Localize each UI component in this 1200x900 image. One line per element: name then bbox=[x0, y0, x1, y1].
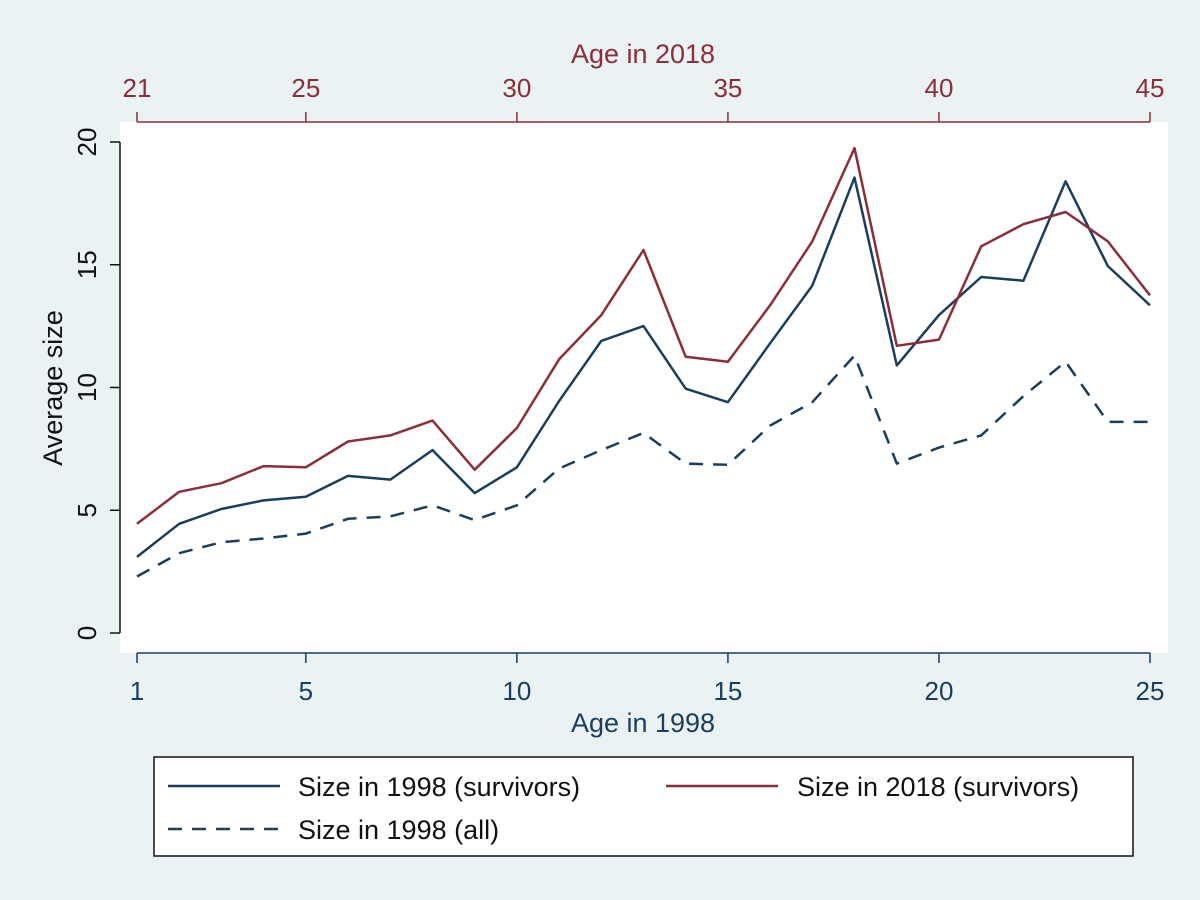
x2-tick-label: 25 bbox=[291, 73, 320, 103]
legend-label-1998-all: Size in 1998 (all) bbox=[298, 815, 499, 845]
x2-tick-label: 30 bbox=[502, 73, 531, 103]
x2-tick-label: 35 bbox=[713, 73, 742, 103]
y-axis-title: Average size bbox=[38, 310, 68, 466]
x-tick-label: 15 bbox=[713, 676, 742, 706]
y-axis: 0 5 10 15 20 bbox=[72, 128, 121, 640]
x2-tick-label: 45 bbox=[1136, 73, 1165, 103]
x-tick-label: 25 bbox=[1136, 676, 1165, 706]
y-tick-label: 0 bbox=[72, 626, 102, 640]
legend-label-2018-survivors: Size in 2018 (survivors) bbox=[797, 772, 1079, 802]
y-tick-label: 10 bbox=[72, 373, 102, 402]
x-tick-label: 5 bbox=[299, 676, 313, 706]
y-tick-label: 5 bbox=[72, 503, 102, 517]
x-axis-title: Age in 1998 bbox=[571, 708, 715, 738]
legend: Size in 1998 (survivors) Size in 2018 (s… bbox=[153, 756, 1134, 857]
y-tick-label: 15 bbox=[72, 250, 102, 279]
x2-tick-label: 21 bbox=[123, 73, 152, 103]
x2-axis: 21 25 30 35 40 45 bbox=[123, 73, 1165, 123]
x2-tick-label: 40 bbox=[924, 73, 953, 103]
x-tick-label: 10 bbox=[502, 676, 531, 706]
series-line-1998-survivors bbox=[136, 176, 1151, 558]
x-tick-label: 1 bbox=[130, 676, 144, 706]
legend-label-1998-survivors: Size in 1998 (survivors) bbox=[298, 772, 580, 802]
x2-axis-title: Age in 2018 bbox=[571, 39, 715, 69]
legend-box bbox=[153, 756, 1134, 857]
series-line-1998-all bbox=[136, 354, 1150, 578]
series-layer bbox=[136, 146, 1151, 578]
y-tick-label: 20 bbox=[72, 128, 102, 157]
series-line-2018-survivors bbox=[136, 146, 1151, 525]
x-axis: 1 5 10 15 20 25 bbox=[130, 652, 1165, 706]
plot-area bbox=[120, 122, 1168, 653]
x-tick-label: 20 bbox=[924, 676, 953, 706]
